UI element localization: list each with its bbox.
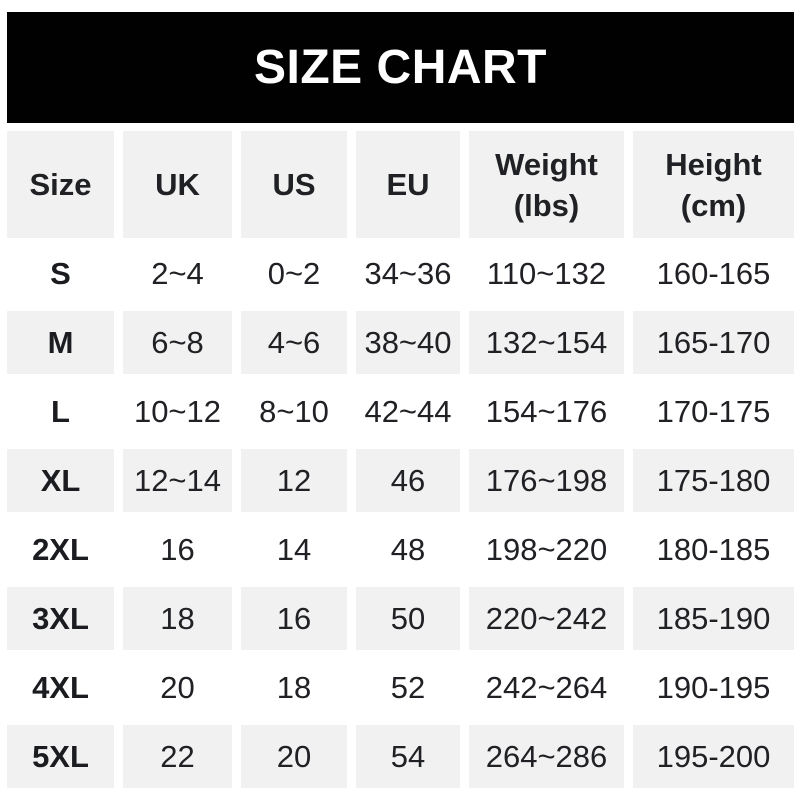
value-cell: 154~176 [485,393,608,429]
value-cell: 198~220 [485,531,608,567]
column-header-sub: (cm) [680,187,747,223]
value-cell: 22 [123,725,232,788]
value-cell: 18 [123,587,232,650]
column-header-eu: EU [356,131,460,238]
value-cell: 50 [356,587,460,650]
value-cell: 160-165 [656,255,771,291]
value-cell: 132~154 [469,311,624,374]
table-row-m: M 6~8 4~6 38~40 132~154 165-170 [7,311,794,374]
column-header-height: Height (cm) [633,131,794,238]
table-row-5xl: 5XL 22 20 54 264~286 195-200 [7,725,794,788]
value-cell: 20 [241,725,347,788]
table-row-3xl: 3XL 18 16 50 220~242 185-190 [7,587,794,650]
table-row-2xl: 2XL 16 14 48 198~220 180-185 [7,518,794,581]
table-row-s: S 2~4 0~2 34~36 110~132 160-165 [7,242,794,305]
column-header-label: Weight [495,146,598,182]
value-cell: 16 [160,531,195,567]
size-label-cell: L [51,393,70,429]
value-cell: 42~44 [364,393,452,429]
value-cell: 110~132 [486,255,607,291]
column-header-label: EU [386,167,430,202]
title-banner: SIZE CHART [7,12,794,123]
value-cell: 20 [160,669,195,705]
value-cell: 48 [390,531,426,567]
value-cell: 165-170 [633,311,794,374]
value-cell: 18 [276,669,312,705]
value-cell: 175-180 [633,449,794,512]
size-label-cell: M [7,311,114,374]
value-cell: 176~198 [469,449,624,512]
column-header-us: US [241,131,347,238]
value-cell: 14 [276,531,312,567]
column-header-label: UK [155,167,200,202]
value-cell: 16 [241,587,347,650]
table-row-xl: XL 12~14 12 46 176~198 175-180 [7,449,794,512]
value-cell: 185-190 [633,587,794,650]
value-cell: 0~2 [267,255,321,291]
value-cell: 10~12 [133,393,222,429]
size-table: Size UK US EU Weight (lbs) Height (cm) [7,131,794,794]
value-cell: 6~8 [123,311,232,374]
value-cell: 12~14 [123,449,232,512]
column-header-size: Size [7,131,114,238]
value-cell: 38~40 [356,311,460,374]
value-cell: 190-195 [656,669,771,705]
value-cell: 54 [356,725,460,788]
size-label-cell: 5XL [7,725,114,788]
table-body: S 2~4 0~2 34~36 110~132 160-165 M 6~8 4~6 38~40 13… [7,242,794,788]
column-header-label: Size [29,167,92,202]
value-cell: 220~242 [469,587,624,650]
column-header-label: US [272,167,316,202]
value-cell: 34~36 [364,255,452,291]
table-row-4xl: 4XL 20 18 52 242~264 190-195 [7,656,794,719]
size-label-cell: 3XL [7,587,114,650]
value-cell: 2~4 [151,255,204,291]
value-cell: 195-200 [633,725,794,788]
size-label-cell: 2XL [32,531,89,567]
value-cell: 46 [356,449,460,512]
column-header-uk: UK [123,131,232,238]
page-title: SIZE CHART [254,41,547,94]
value-cell: 4~6 [241,311,347,374]
column-header-label: Height [665,146,762,182]
size-label-cell: 4XL [32,669,89,705]
value-cell: 8~10 [259,393,329,429]
table-row-l: L 10~12 8~10 42~44 154~176 170-175 [7,380,794,443]
value-cell: 52 [390,669,426,705]
value-cell: 264~286 [469,725,624,788]
size-label-cell: XL [7,449,114,512]
column-header-weight: Weight (lbs) [469,131,624,238]
value-cell: 12 [241,449,347,512]
value-cell: 170-175 [656,393,771,429]
size-label-cell: S [50,255,71,291]
value-cell: 242~264 [485,669,608,705]
column-header-sub: (lbs) [513,187,580,223]
value-cell: 180-185 [656,531,771,567]
table-header-row: Size UK US EU Weight (lbs) Height (cm) [7,131,794,238]
